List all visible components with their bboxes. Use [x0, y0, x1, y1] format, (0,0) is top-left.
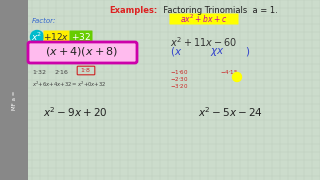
Text: $x^2 + 11x - 60$: $x^2 + 11x - 60$	[170, 35, 237, 49]
Text: $(x$: $(x$	[170, 46, 182, 58]
Text: Factor:: Factor:	[32, 18, 56, 24]
Text: $1{\cdot}32$: $1{\cdot}32$	[32, 68, 47, 76]
FancyBboxPatch shape	[170, 14, 238, 24]
Text: $( x + 4 )( x + 8 )$: $( x + 4 )( x + 8 )$	[45, 46, 118, 58]
Text: $2{\cdot}16$: $2{\cdot}16$	[54, 68, 69, 76]
Text: $x^2 - 9x + 20$: $x^2 - 9x + 20$	[43, 105, 107, 119]
Circle shape	[233, 73, 242, 82]
FancyBboxPatch shape	[69, 30, 92, 44]
Text: $\chi x$: $\chi x$	[210, 46, 225, 58]
Text: $x^2 - 5x - 24$: $x^2 - 5x - 24$	[198, 105, 262, 119]
Text: $-4{\cdot}15$: $-4{\cdot}15$	[220, 68, 238, 76]
Circle shape	[30, 30, 44, 44]
Text: $+ 32$: $+ 32$	[71, 31, 91, 42]
Text: $1{\cdot}8$: $1{\cdot}8$	[80, 66, 92, 75]
Text: $ax^2 + bx + c$: $ax^2 + bx + c$	[180, 13, 228, 25]
Text: MF a =: MF a =	[12, 90, 17, 110]
Text: $-1{\cdot}60$: $-1{\cdot}60$	[170, 68, 188, 76]
Text: $)$: $)$	[245, 46, 250, 58]
Text: $-3{\cdot}20$: $-3{\cdot}20$	[170, 82, 188, 90]
Text: $x^2$: $x^2$	[31, 31, 43, 43]
Text: Factoring Trinomials  a = 1.: Factoring Trinomials a = 1.	[158, 6, 278, 15]
FancyBboxPatch shape	[0, 0, 28, 180]
FancyBboxPatch shape	[44, 30, 69, 44]
Text: Examples:: Examples:	[110, 6, 158, 15]
Text: $+ 12x$: $+ 12x$	[43, 31, 69, 42]
FancyBboxPatch shape	[28, 42, 137, 63]
Text: $-2{\cdot}30$: $-2{\cdot}30$	[170, 75, 188, 83]
Text: $x^2{+}6x{+}4x{+}32 = x^2{+}0x{+}32$: $x^2{+}6x{+}4x{+}32 = x^2{+}0x{+}32$	[32, 80, 106, 89]
